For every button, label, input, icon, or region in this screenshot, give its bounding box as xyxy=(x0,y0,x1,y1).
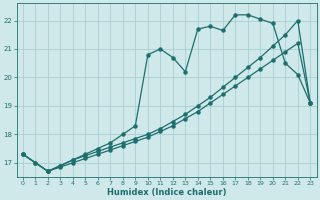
X-axis label: Humidex (Indice chaleur): Humidex (Indice chaleur) xyxy=(107,188,226,197)
